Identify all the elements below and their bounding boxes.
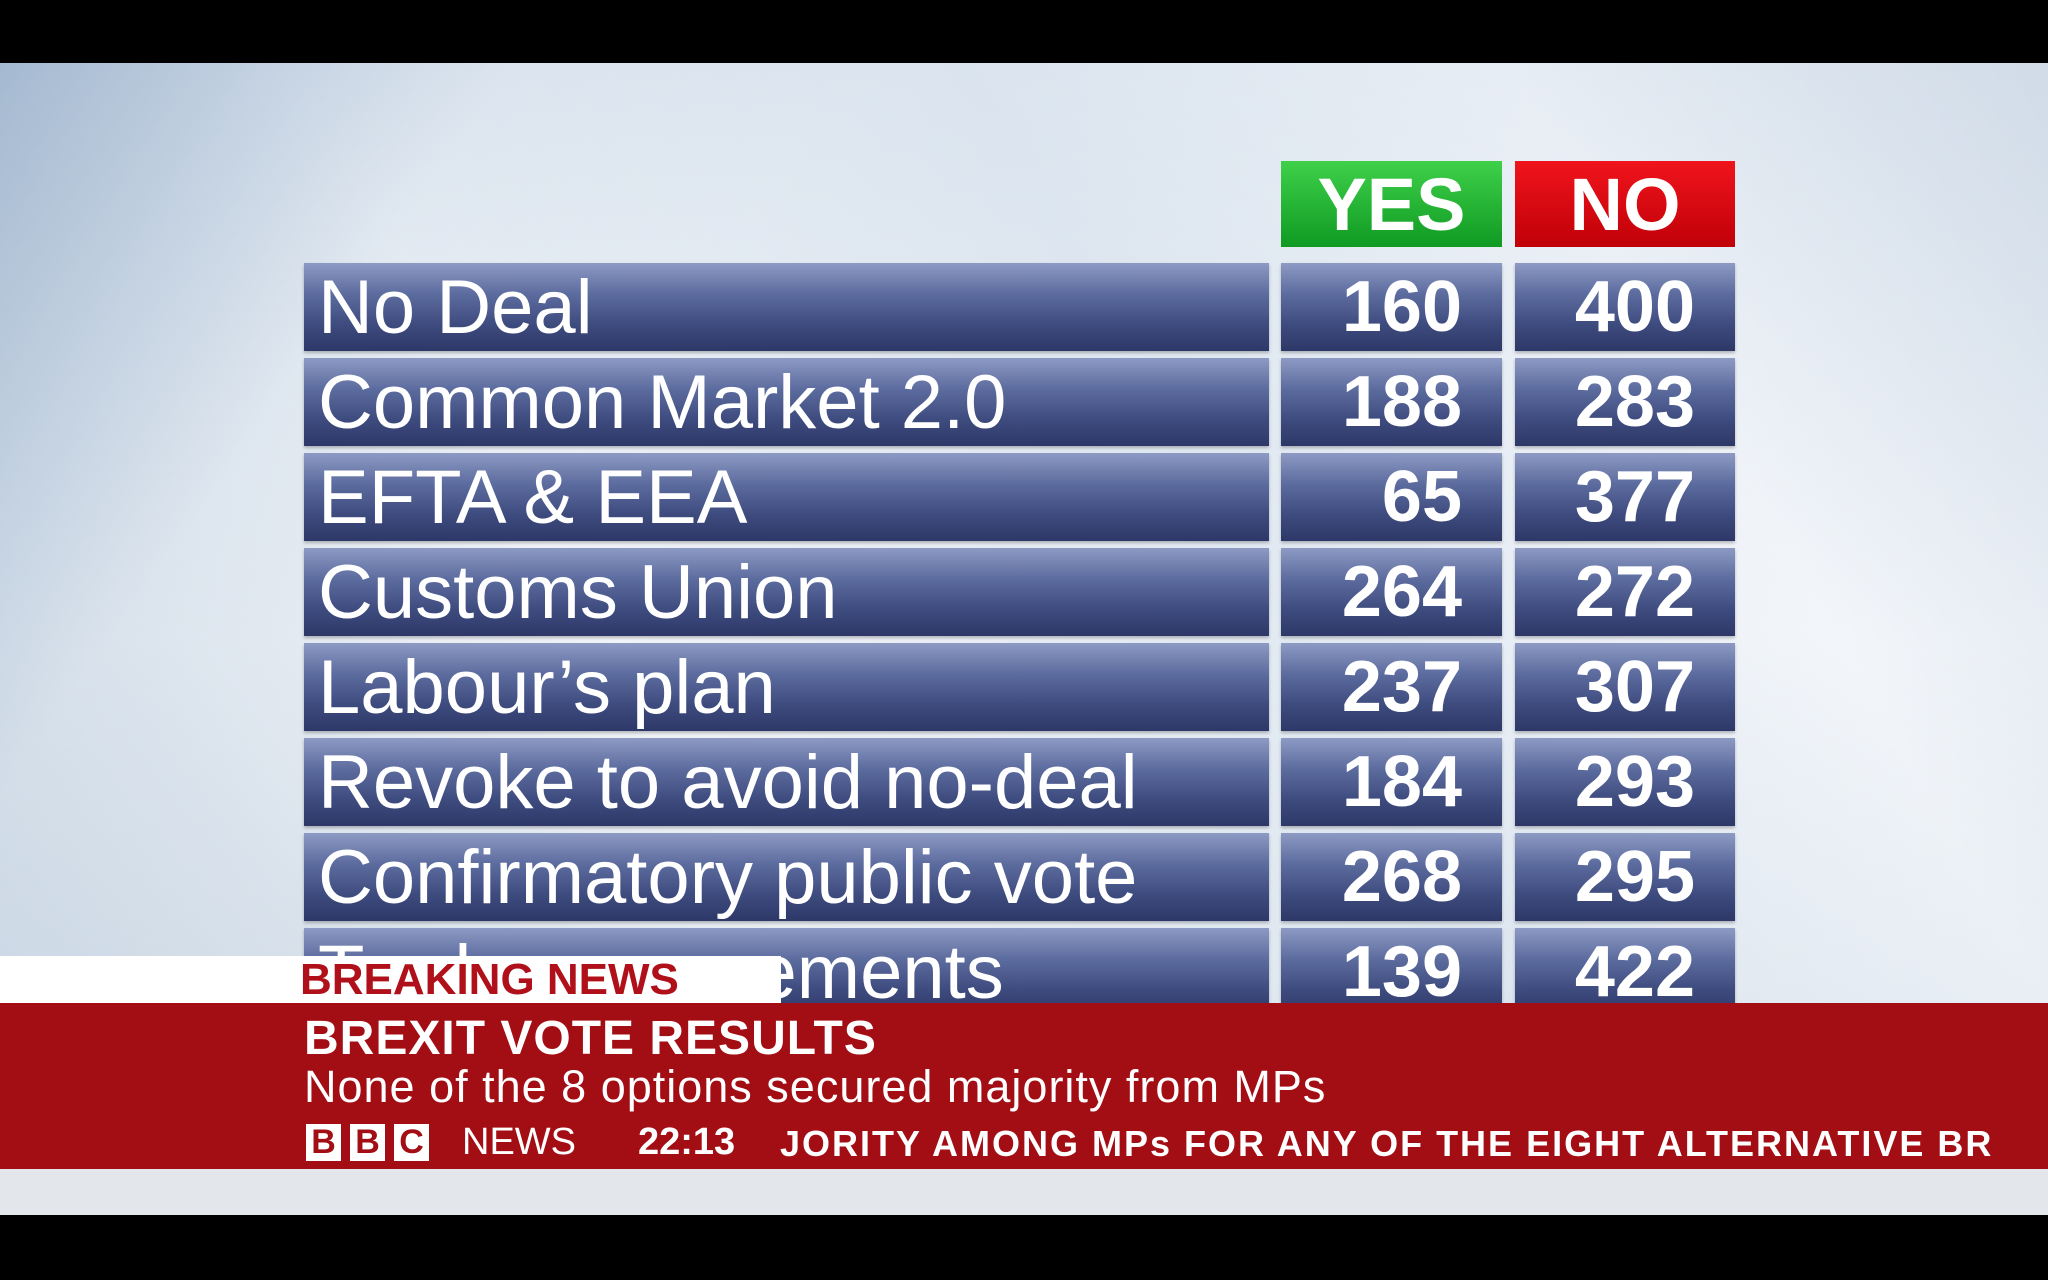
no-count: 283 bbox=[1515, 358, 1735, 446]
yes-count: 65 bbox=[1281, 453, 1502, 541]
headline: BREXIT VOTE RESULTS bbox=[304, 1012, 877, 1065]
option-label: Confirmatory public vote bbox=[304, 833, 1269, 921]
yes-count: 188 bbox=[1281, 358, 1502, 446]
subline: None of the 8 options secured majority f… bbox=[304, 1061, 1327, 1112]
no-count: 377 bbox=[1515, 453, 1735, 541]
yes-count: 264 bbox=[1281, 548, 1502, 636]
option-label: No Deal bbox=[304, 263, 1269, 351]
breaking-news-label: BREAKING NEWS bbox=[0, 956, 781, 1003]
news-banner: BREXIT VOTE RESULTS None of the 8 option… bbox=[0, 1003, 2048, 1169]
yes-count: 237 bbox=[1281, 643, 1502, 731]
news-wordmark: NEWS bbox=[462, 1121, 576, 1163]
no-count: 400 bbox=[1515, 263, 1735, 351]
yes-header: YES bbox=[1281, 161, 1502, 247]
no-count: 295 bbox=[1515, 833, 1735, 921]
clock: 22:13 bbox=[638, 1121, 736, 1163]
logo-block: B bbox=[350, 1123, 385, 1161]
option-label: EFTA & EEA bbox=[304, 453, 1269, 541]
lower-strip bbox=[0, 1169, 2048, 1215]
no-count: 272 bbox=[1515, 548, 1735, 636]
no-count: 307 bbox=[1515, 643, 1735, 731]
option-label: Revoke to avoid no-deal bbox=[304, 738, 1269, 826]
option-label: Labour’s plan bbox=[304, 643, 1269, 731]
option-label: Customs Union bbox=[304, 548, 1269, 636]
logo-block: C bbox=[394, 1123, 429, 1161]
yes-count: 268 bbox=[1281, 833, 1502, 921]
yes-count: 160 bbox=[1281, 263, 1502, 351]
logo-block: B bbox=[306, 1123, 341, 1161]
option-label: Common Market 2.0 bbox=[304, 358, 1269, 446]
yes-count: 184 bbox=[1281, 738, 1502, 826]
no-count: 422 bbox=[1515, 928, 1735, 1016]
no-header: NO bbox=[1515, 161, 1735, 247]
broadcast-screen: YES NO No Deal 160 400 Common Market 2.0 188… bbox=[0, 63, 2048, 1215]
no-count: 293 bbox=[1515, 738, 1735, 826]
yes-count: 139 bbox=[1281, 928, 1502, 1016]
ticker: JORITY AMONG MPs FOR ANY OF THE EIGHT AL… bbox=[780, 1123, 1994, 1164]
